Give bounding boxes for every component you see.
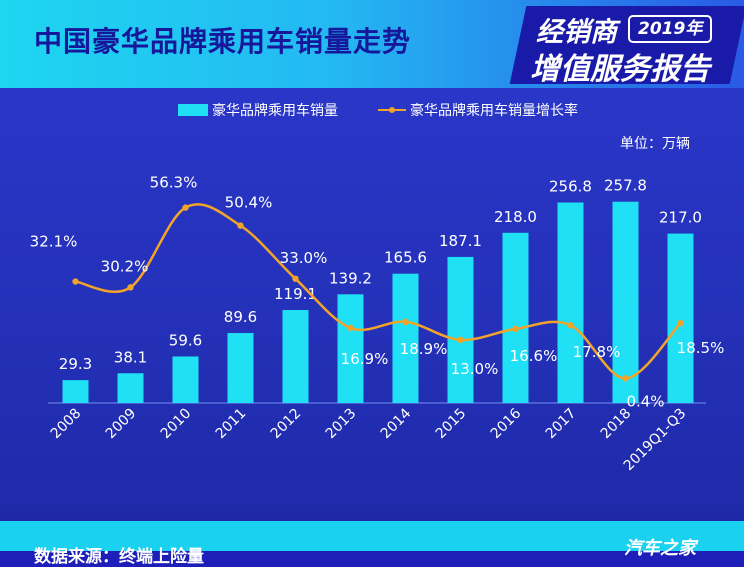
bar-value-label: 257.8: [604, 177, 647, 195]
bar-2009: [117, 373, 144, 403]
rate-point-2017: [567, 322, 574, 329]
bar-value-label: 217.0: [659, 209, 702, 227]
rate-value-label: 33.0%: [280, 249, 328, 267]
bar-value-label: 165.6: [384, 249, 427, 267]
data-source: 数据来源：终端上险量: [34, 547, 204, 567]
rate-value-label: 56.3%: [150, 174, 198, 192]
bar-value-label: 139.2: [329, 269, 372, 287]
bar-value-label: 187.1: [439, 232, 482, 250]
rate-point-2013: [347, 324, 354, 332]
bar-value-label: 218.0: [494, 208, 537, 226]
legend-line-label: 豪华品牌乘用车销量增长率: [410, 102, 578, 119]
category-label: 2017: [543, 406, 580, 443]
bar-value-label: 89.6: [224, 308, 257, 326]
bar-2010: [172, 356, 199, 403]
rate-value-label: 30.2%: [101, 257, 149, 275]
category-label: 2012: [268, 406, 305, 443]
bar-2019Q1-Q3: [667, 233, 694, 403]
rate-value-label: 50.4%: [225, 194, 273, 212]
bar-2018: [612, 201, 639, 403]
page-title: 中国豪华品牌乘用车销量走势: [34, 25, 412, 58]
rate-point-2009: [127, 284, 134, 291]
rate-point-2011: [237, 222, 244, 229]
bar-2013: [337, 294, 364, 403]
bar-2017: [557, 202, 584, 403]
rate-value-label: 17.8%: [573, 343, 621, 361]
category-label: 2009: [103, 406, 140, 443]
rate-point-2012: [292, 275, 299, 282]
legend-line-dot: [389, 107, 395, 113]
bar-2016: [502, 232, 529, 403]
rate-point-2008: [72, 278, 79, 285]
footer-bar: [0, 521, 744, 551]
bar-2015: [447, 256, 474, 403]
brand-year: 2019年: [628, 15, 713, 43]
rate-point-2014: [402, 318, 409, 326]
rate-point-2010: [182, 204, 189, 211]
category-label: 2010: [158, 406, 195, 443]
rate-value-label: 16.9%: [341, 350, 389, 368]
category-label: 2016: [488, 405, 525, 442]
category-label: 2018: [598, 406, 635, 443]
category-label: 2014: [378, 405, 415, 442]
bar-value-label: 29.3: [59, 355, 92, 373]
rate-value-label: 18.9%: [400, 340, 448, 358]
brand-line1: 经销商: [536, 17, 617, 48]
rate-value-label: 18.5%: [677, 339, 725, 357]
rate-value-label: 13.0%: [451, 360, 499, 378]
bar-2011: [227, 333, 254, 403]
bar-value-label: 59.6: [169, 331, 202, 349]
bar-value-label: 38.1: [114, 348, 147, 366]
rate-value-label: 16.6%: [510, 347, 558, 365]
bar-2014: [392, 273, 419, 403]
category-label: 2011: [213, 406, 250, 443]
bar-2012: [282, 310, 309, 403]
bar-value-label: 256.8: [549, 177, 592, 195]
growth-rate-line: [75, 203, 682, 380]
category-label: 2013: [323, 406, 360, 443]
legend-bar-swatch: [178, 104, 208, 116]
legend-bar-label: 豪华品牌乘用车销量: [212, 102, 338, 119]
rate-point-2019Q1-Q3: [677, 319, 684, 327]
rate-point-2018: [622, 375, 629, 382]
rate-point-2016: [512, 325, 519, 333]
sales-chart: 豪华品牌乘用车销量 豪华品牌乘用车销量增长率 单位：万辆 29.3 38.1 59.…: [30, 102, 725, 474]
brand-line2: 增值服务报告: [530, 52, 710, 87]
footer-logo: 汽车之家: [624, 538, 696, 559]
rate-point-2015: [457, 336, 464, 344]
unit-label: 单位：万辆: [620, 136, 690, 152]
rate-value-label: 0.4%: [626, 392, 664, 410]
bar-2008: [62, 380, 89, 403]
rate-value-label: 32.1%: [30, 233, 78, 251]
category-label: 2015: [433, 406, 470, 443]
category-label: 2008: [48, 406, 85, 443]
